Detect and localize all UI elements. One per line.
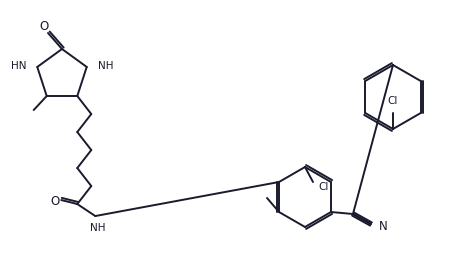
Text: O: O (39, 19, 49, 33)
Text: NH: NH (98, 61, 113, 71)
Text: O: O (51, 195, 60, 207)
Text: NH: NH (90, 223, 105, 233)
Text: N: N (379, 221, 388, 234)
Text: HN: HN (11, 61, 26, 71)
Text: Cl: Cl (318, 182, 328, 192)
Text: Cl: Cl (388, 96, 398, 106)
